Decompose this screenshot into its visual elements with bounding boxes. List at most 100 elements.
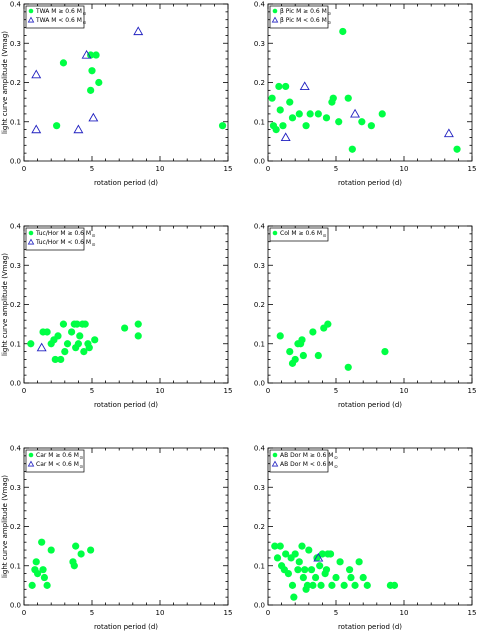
data-point-circle [63,340,72,348]
legend: TWA M ≥ 0.6 M ⊙TWA M < 0.6 M ⊙ [25,5,86,29]
x-tick-label: 5 [90,165,94,173]
data-point-circle [348,145,356,153]
data-point-circle [312,573,320,582]
data-point-circle [324,320,332,328]
data-point-circle [346,566,354,574]
data-point-circle [268,94,276,102]
data-point-circle [288,581,297,589]
x-tick-label: 15 [468,387,477,395]
y-tick-label: 0.3 [10,262,21,270]
y-tick-label: 0.3 [254,484,265,492]
legend-entry: TWA M ≥ 0.6 M [35,8,82,15]
data-point-circle [358,118,366,126]
data-point-triangle [31,124,42,134]
legend-subscript: ⊙ [327,12,331,17]
data-point-circle [92,51,100,59]
data-point-circle [291,550,299,558]
legend-subscript: ⊙ [92,243,96,248]
data-point-circle [390,581,399,589]
data-point-triangle [350,108,361,118]
x-tick-label: 10 [400,165,409,173]
data-point-circle [91,336,99,344]
x-tick-label: 5 [334,165,338,173]
data-point-circle [87,51,95,59]
scatter-panel-3: 0 5 10 15 0.0 0.1 0.2 0.3 0.4 rotation period (d)… [1,223,232,410]
x-axis-label: rotation period (d) [338,179,402,187]
y-tick-label: 0.0 [10,158,21,166]
data-point-circle [314,110,322,118]
y-tick-label: 0.4 [254,1,266,9]
data-point-circle [74,340,82,348]
y-tick-label: 0.0 [254,602,265,610]
data-point-circle [453,145,461,153]
y-tick-label: 0.2 [254,523,265,531]
data-point-circle [28,581,36,589]
scatter-panel-6: 0 5 10 15 0.0 0.1 0.2 0.3 0.4 rotation period (d)… [254,445,477,632]
data-point-triangle [81,49,92,59]
data-point-triangle [73,124,84,134]
legend-triangle-marker [27,460,35,467]
data-point-circle [72,542,80,550]
y-tick-label: 0.2 [10,79,21,87]
x-tick-label: 5 [334,387,338,395]
data-point-circle [54,332,62,340]
data-point-circle [351,581,359,589]
data-point-circle [286,98,294,106]
x-tick-label: 15 [468,609,477,617]
y-tick-label: 0.4 [10,445,22,453]
legend-subscript: ⊙ [79,456,83,461]
data-point-circle [68,328,76,336]
data-point-circle [88,67,96,75]
y-tick-label: 0.0 [10,602,21,610]
data-point-triangle [299,81,310,91]
data-point-circle [272,126,280,134]
y-tick-label: 0.2 [10,301,21,309]
y-tick-label: 0.4 [10,1,22,9]
y-tick-label: 0.0 [254,380,265,388]
data-point-circle [43,581,51,589]
data-point-circle [301,566,309,574]
data-point-circle [87,546,95,554]
legend-entry: AB Dor M ≥ 0.6 M [280,452,333,459]
data-point-circle [85,344,93,352]
data-point-circle [339,27,347,36]
data-point-circle [282,82,290,91]
legend-entry: AB Dor M < 0.6 M [280,461,333,468]
data-point-circle [87,86,95,94]
data-point-circle [218,122,227,130]
scatter-panel-5: 0 5 10 15 0.0 0.1 0.2 0.3 0.4 rotation period (d)… [1,445,232,632]
data-point-triangle [133,26,144,36]
data-point-circle [303,581,312,589]
data-point-circle [328,581,336,589]
y-tick-label: 0.4 [254,223,266,231]
data-point-circle [57,355,65,364]
data-point-circle [38,538,46,546]
data-point-triangle [31,69,42,79]
x-axis-label: rotation period (d) [338,623,402,631]
legend-entry: Tuc/Hor M < 0.6 M [35,239,91,246]
x-tick-label: 10 [156,387,165,395]
legend-circle-marker [272,452,278,458]
data-point-circle [340,581,348,589]
data-point-circle [80,348,88,356]
data-point-circle [302,122,310,130]
data-point-circle [284,570,292,578]
x-tick-label: 0 [22,609,26,617]
data-point-circle [378,110,386,118]
y-tick-label: 0.0 [10,380,21,388]
y-tick-label: 0.2 [254,79,265,87]
data-point-circle [347,573,355,582]
legend-entry: β Pic M < 0.6 M [280,17,327,24]
x-axis-label: rotation period (d) [94,401,158,409]
x-tick-label: 0 [266,165,270,173]
y-tick-label: 0.1 [254,118,265,126]
data-point-circle [61,348,69,356]
x-tick-label: 5 [334,609,338,617]
legend: Tuc/Hor M ≥ 0.6 M ⊙Tuc/Hor M < 0.6 M ⊙ [25,227,96,251]
x-tick-label: 15 [224,387,233,395]
data-point-circle [318,550,326,558]
legend-box [269,449,329,473]
legend-entry: TWA M < 0.6 M [35,17,82,24]
